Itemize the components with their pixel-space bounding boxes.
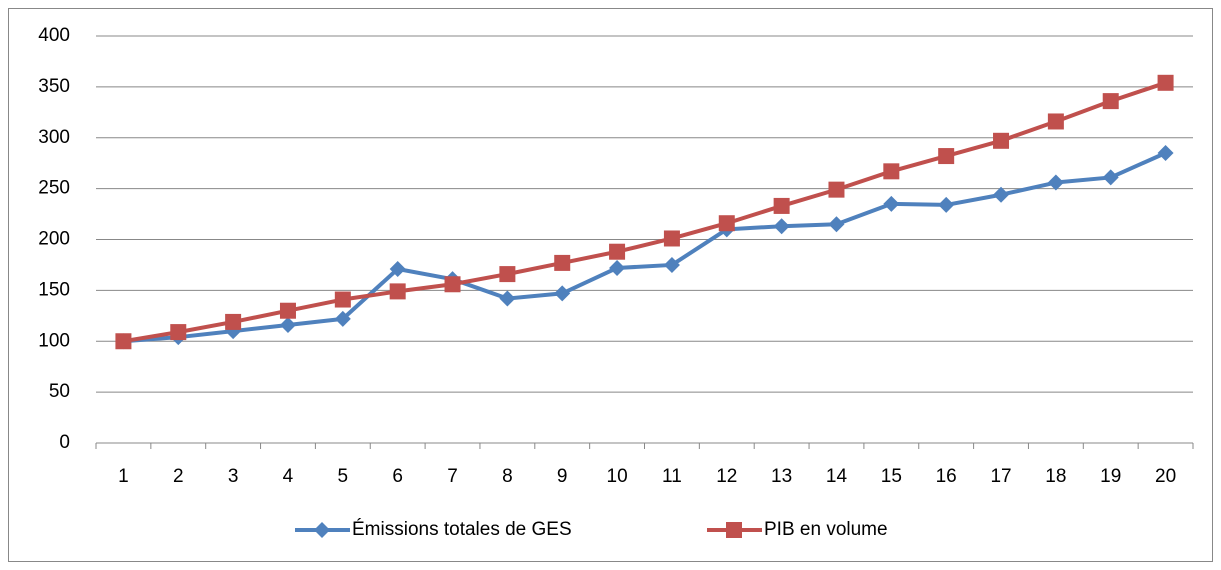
point-marker bbox=[1102, 169, 1119, 186]
point-marker bbox=[993, 186, 1010, 203]
series-line bbox=[123, 151, 1167, 344]
y-tick-label: 100 bbox=[38, 330, 70, 351]
point-marker bbox=[773, 218, 790, 235]
x-tick-label: 14 bbox=[826, 466, 848, 487]
x-tick-label: 11 bbox=[662, 466, 682, 487]
legend-marker bbox=[314, 522, 330, 538]
x-tick-label: 17 bbox=[990, 466, 1011, 487]
point-marker bbox=[1047, 113, 1064, 130]
point-marker bbox=[225, 313, 242, 330]
point-marker bbox=[993, 132, 1010, 149]
point-marker bbox=[828, 181, 845, 198]
point-marker bbox=[444, 276, 461, 293]
x-tick-label: 13 bbox=[771, 466, 792, 487]
point-marker bbox=[883, 195, 900, 212]
point-marker bbox=[389, 261, 406, 278]
legend-label: PIB en volume bbox=[764, 519, 888, 540]
x-tick-label: 15 bbox=[881, 466, 902, 487]
x-tick-label: 18 bbox=[1045, 466, 1066, 487]
point-marker bbox=[170, 324, 187, 341]
point-marker bbox=[938, 148, 955, 165]
point-marker bbox=[499, 266, 516, 283]
x-tick-label: 9 bbox=[557, 466, 568, 487]
x-tick-label: 2 bbox=[173, 466, 184, 487]
point-marker bbox=[334, 291, 351, 308]
point-marker bbox=[609, 243, 626, 260]
point-marker bbox=[828, 216, 845, 233]
chart-border bbox=[8, 8, 1213, 562]
point-marker bbox=[663, 230, 680, 247]
point-marker bbox=[554, 285, 571, 302]
point-marker bbox=[1047, 174, 1064, 191]
y-tick-label: 250 bbox=[38, 178, 70, 199]
x-tick-label: 1 bbox=[118, 466, 129, 487]
legend-marker bbox=[726, 522, 742, 538]
y-tick-label: 0 bbox=[59, 432, 70, 453]
x-tick-label: 16 bbox=[936, 466, 957, 487]
y-tick-label: 200 bbox=[38, 229, 70, 250]
point-marker bbox=[1157, 145, 1174, 162]
y-tick-label: 400 bbox=[38, 25, 70, 46]
x-tick-label: 4 bbox=[283, 466, 294, 487]
point-marker bbox=[938, 196, 955, 213]
x-tick-label: 8 bbox=[502, 466, 513, 487]
point-marker bbox=[718, 215, 735, 232]
y-tick-label: 150 bbox=[38, 279, 70, 300]
x-tick-label: 10 bbox=[607, 466, 628, 487]
x-tick-label: 5 bbox=[338, 466, 349, 487]
point-marker bbox=[609, 259, 626, 276]
point-marker bbox=[1157, 74, 1174, 91]
y-tick-label: 350 bbox=[38, 76, 70, 97]
y-tick-label: 50 bbox=[49, 381, 70, 402]
point-marker bbox=[663, 256, 680, 273]
point-marker bbox=[883, 163, 900, 180]
point-marker bbox=[1102, 93, 1119, 110]
point-marker bbox=[279, 316, 296, 333]
point-marker bbox=[334, 310, 351, 327]
x-tick-label: 19 bbox=[1100, 466, 1121, 487]
point-marker bbox=[499, 290, 516, 307]
point-marker bbox=[389, 283, 406, 300]
x-tick-label: 12 bbox=[716, 466, 737, 487]
point-marker bbox=[773, 197, 790, 214]
point-marker bbox=[279, 302, 296, 319]
x-tick-label: 3 bbox=[228, 466, 239, 487]
y-tick-label: 300 bbox=[38, 127, 70, 148]
x-tick-label: 7 bbox=[447, 466, 458, 487]
legend-label: Émissions totales de GES bbox=[352, 519, 572, 540]
point-marker bbox=[554, 254, 571, 271]
series-line bbox=[123, 80, 1167, 344]
x-tick-label: 6 bbox=[392, 466, 403, 487]
x-tick-label: 20 bbox=[1155, 466, 1176, 487]
point-marker bbox=[115, 333, 132, 350]
